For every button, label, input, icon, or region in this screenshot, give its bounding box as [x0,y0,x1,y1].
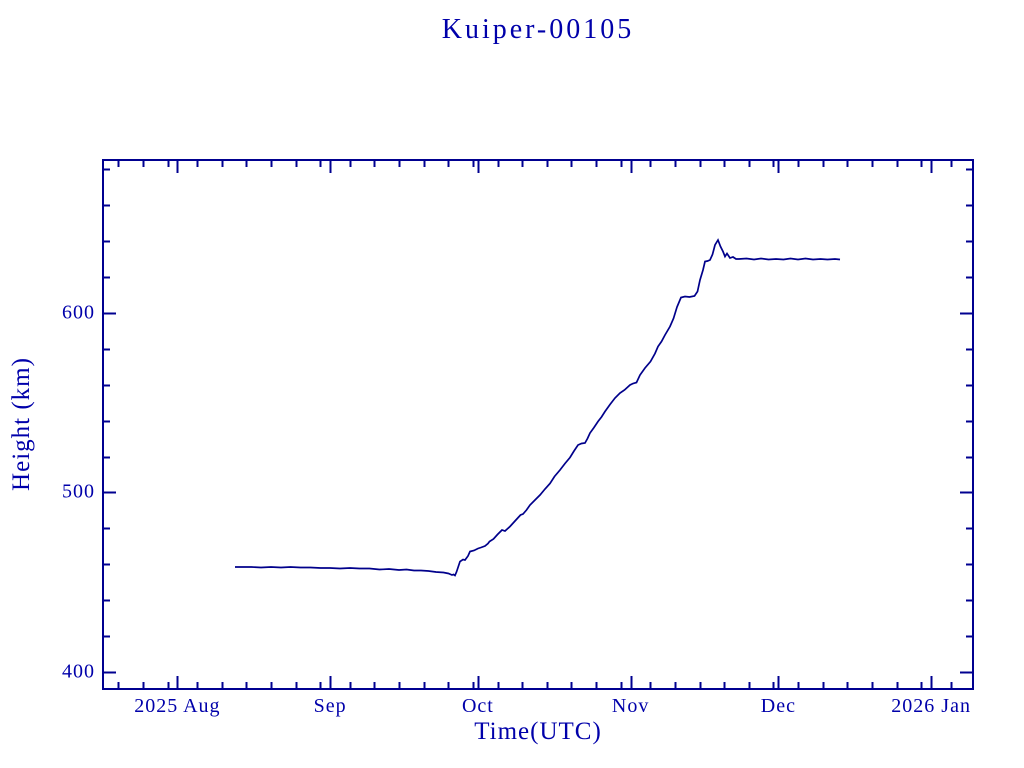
x-axis-title: Time(UTC) [474,718,602,745]
x-tick-label: Sep [313,695,347,717]
height-series-line [235,238,841,577]
y-tick-labels: 400 500 600 [0,0,95,768]
x-tick-label: 2025 Aug [134,695,221,717]
plot-frame [102,159,974,690]
y-tick-label: 400 [62,660,95,683]
x-tick-label: Oct [461,695,494,717]
x-tick-labels: 2025 Aug Sep Oct Nov Dec 2026 Jan [0,695,1024,719]
x-tick-label: Dec [760,695,797,717]
x-tick-label: Nov [611,695,650,717]
chart-title: Kuiper-00105 [441,14,635,45]
x-tick-label: 2026 Jan [891,695,971,717]
y-tick-label: 500 [62,480,95,503]
y-tick-label: 600 [62,301,95,324]
